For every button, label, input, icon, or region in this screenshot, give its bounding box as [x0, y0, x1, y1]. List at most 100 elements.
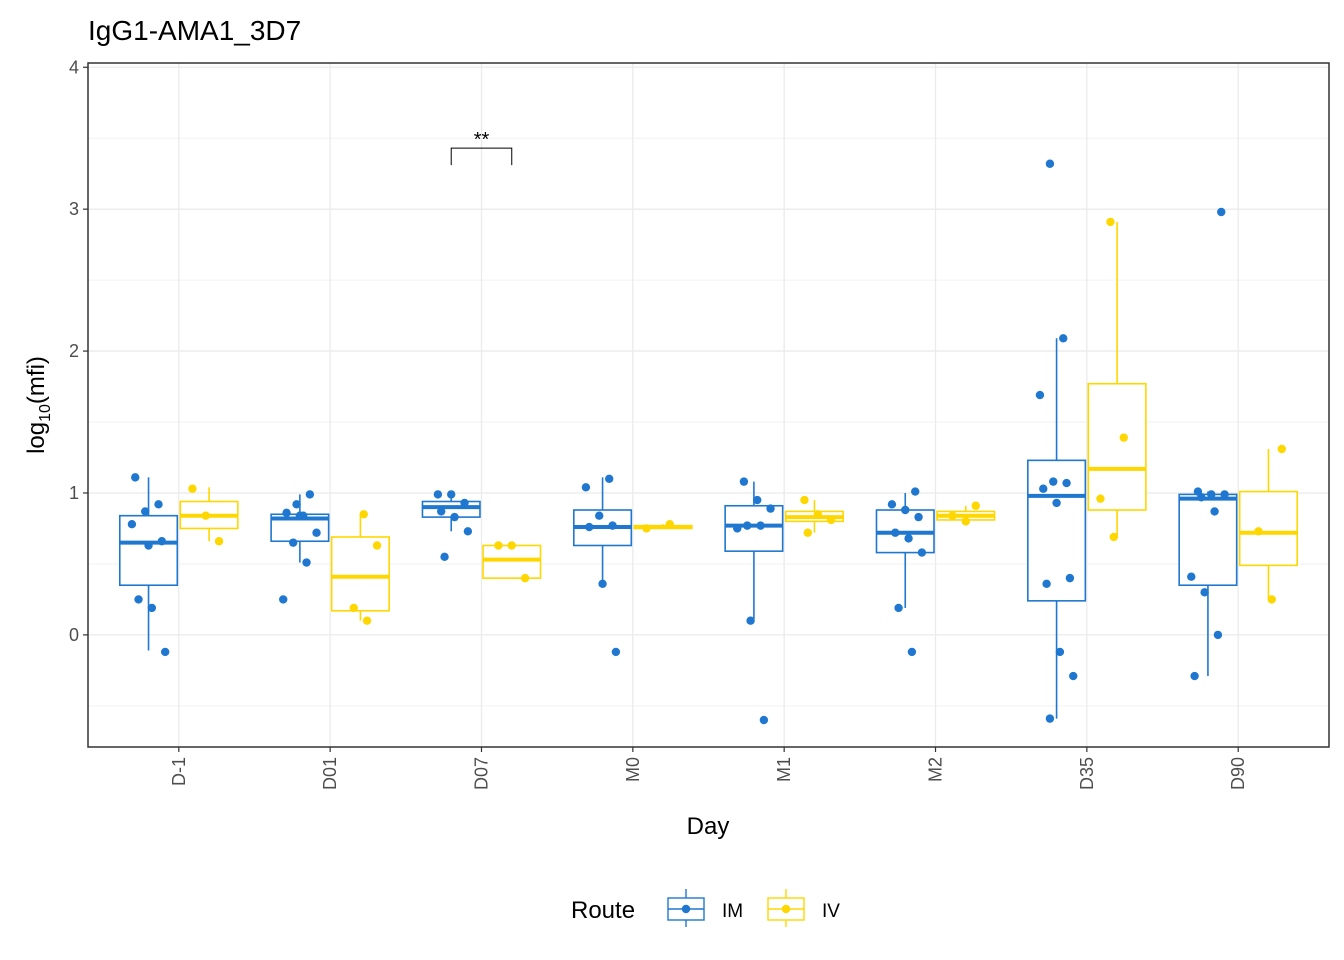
point	[214, 537, 224, 546]
point	[1109, 532, 1118, 542]
point	[1069, 671, 1078, 681]
y-axis-title: log10(mfi)	[23, 356, 54, 454]
point	[917, 548, 927, 557]
point	[911, 487, 920, 496]
point	[463, 527, 473, 536]
point	[292, 500, 301, 509]
point	[971, 501, 980, 510]
x-tick-label: D-1	[169, 757, 189, 786]
point	[372, 541, 382, 550]
point	[154, 500, 163, 509]
significance-label: **	[474, 129, 490, 151]
x-tick-label: D01	[320, 757, 340, 790]
y-tick-label: 2	[69, 341, 79, 361]
point	[581, 483, 591, 492]
point	[894, 603, 903, 613]
point	[1213, 630, 1223, 640]
x-axis-title: Day	[687, 813, 730, 840]
point	[800, 495, 809, 505]
legend-title: Route	[571, 897, 635, 924]
point	[1035, 390, 1045, 400]
point	[907, 647, 917, 657]
point	[1042, 579, 1051, 589]
point	[450, 512, 459, 522]
point	[605, 474, 614, 483]
box	[330, 536, 390, 612]
x-tick-label: D07	[471, 757, 491, 790]
point	[1065, 573, 1075, 583]
point	[507, 541, 516, 550]
x-tick-label: D35	[1077, 757, 1097, 790]
point	[756, 521, 765, 530]
y-title-base: log	[23, 422, 50, 454]
point	[733, 524, 742, 533]
point	[608, 521, 617, 530]
point	[349, 603, 358, 613]
panel-border	[87, 62, 1330, 748]
y-tick-label: 4	[69, 57, 79, 77]
point	[1052, 498, 1061, 508]
point	[813, 510, 822, 519]
x-tick-label: M0	[623, 757, 643, 782]
y-tick-label: 3	[69, 199, 79, 219]
point	[1049, 477, 1058, 486]
point	[1059, 334, 1068, 343]
point	[753, 495, 762, 505]
point	[157, 537, 167, 546]
y-tick-label: 1	[69, 483, 79, 503]
point	[433, 490, 443, 499]
point	[305, 490, 315, 499]
chart-title: IgG1-AMA1_3D7	[88, 15, 301, 46]
legend-label: IM	[722, 901, 743, 922]
y-title-subscript: 10	[37, 404, 54, 422]
point	[665, 520, 674, 529]
point	[887, 500, 897, 509]
box	[1178, 493, 1238, 587]
point	[1197, 493, 1206, 502]
point	[295, 511, 305, 520]
y-tick-label: 0	[69, 625, 79, 645]
point	[302, 558, 311, 567]
point	[447, 490, 456, 499]
point	[611, 647, 621, 657]
point	[312, 528, 321, 537]
point	[1039, 484, 1048, 493]
point	[826, 515, 836, 525]
point	[585, 522, 594, 532]
point	[1210, 507, 1219, 516]
box	[1087, 382, 1147, 511]
y-title-rest: (mfi)	[23, 356, 50, 404]
point	[1045, 714, 1055, 723]
point	[127, 520, 137, 529]
point	[642, 524, 651, 533]
point	[460, 498, 469, 508]
point	[494, 541, 503, 550]
point	[144, 541, 153, 550]
point	[1055, 647, 1065, 657]
point	[595, 511, 604, 520]
point	[437, 507, 446, 516]
point	[803, 528, 812, 537]
point	[766, 504, 775, 513]
point	[914, 512, 923, 522]
point	[1045, 159, 1055, 168]
point	[904, 534, 913, 543]
significance-bracket	[450, 147, 513, 166]
point	[279, 595, 288, 604]
legend-key-point	[681, 904, 691, 914]
point	[147, 603, 157, 613]
point	[739, 477, 749, 486]
point	[188, 484, 197, 493]
point	[1277, 444, 1286, 454]
x-tick-label: M1	[774, 757, 794, 782]
point	[201, 511, 210, 520]
point	[746, 616, 755, 625]
point	[901, 505, 910, 515]
point	[1217, 207, 1226, 217]
point	[1119, 433, 1128, 442]
point	[362, 616, 372, 625]
x-tick-label: D90	[1228, 757, 1248, 790]
legend-key-point	[781, 904, 791, 914]
point	[743, 521, 752, 530]
point	[440, 552, 449, 562]
